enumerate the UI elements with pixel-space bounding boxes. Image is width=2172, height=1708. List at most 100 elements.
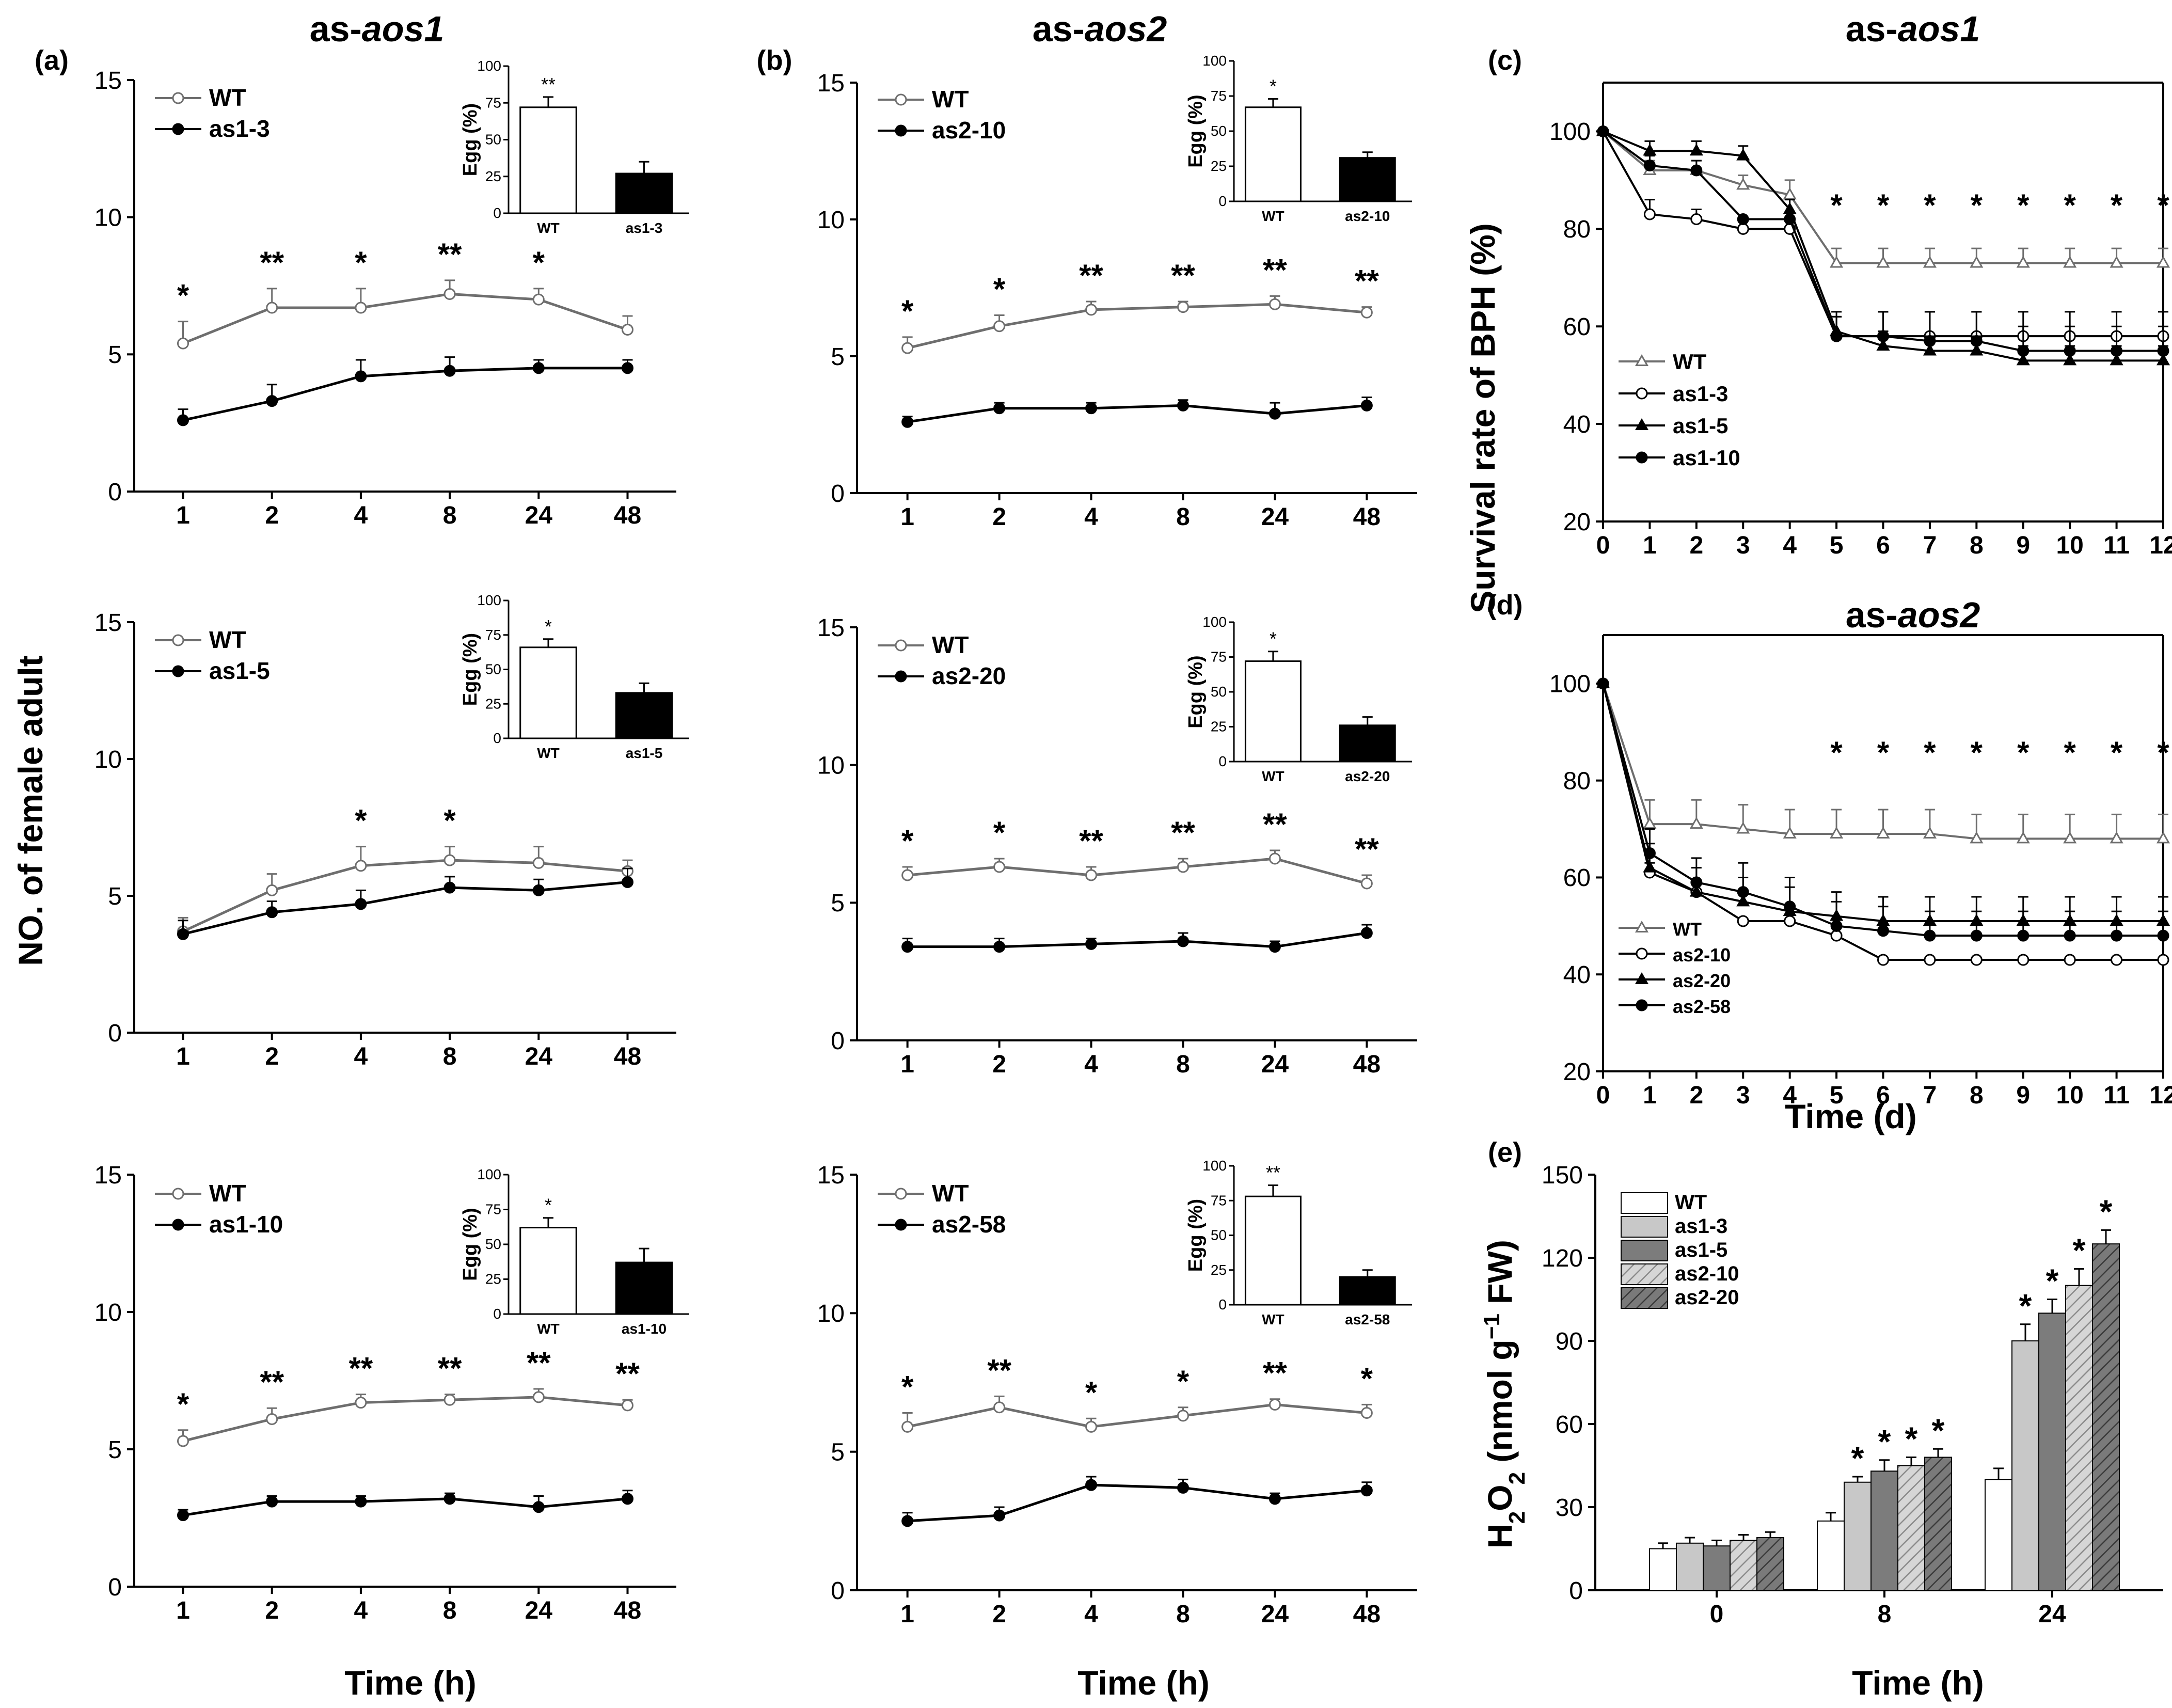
data-point-as2-10: [993, 402, 1006, 415]
x-tick-label: 48: [614, 1597, 641, 1624]
x-tick-label: 6: [1876, 1082, 1890, 1109]
legend-label: as2-58: [1673, 996, 1731, 1017]
legend-label: as2-20: [1675, 1286, 1739, 1309]
significance-star: *: [1971, 188, 1983, 223]
inset-star: *: [545, 1195, 552, 1216]
data-point-as1-10: [622, 1493, 633, 1505]
significance-star: **: [1263, 252, 1287, 287]
data-point-as2-58: [993, 1509, 1006, 1522]
x-tick-label: 10: [2056, 1082, 2083, 1109]
significance-star: *: [2157, 188, 2169, 223]
inset-bar-as2-20: [1339, 724, 1396, 763]
legend-swatch: [1621, 1263, 1668, 1285]
significance-star: *: [533, 245, 545, 280]
y-tick-label: 10: [817, 207, 845, 234]
data-point-as1-5: [1643, 144, 1657, 156]
data-point-WT: [355, 860, 367, 872]
y-axis-label-part: (nmol g: [1481, 1339, 1519, 1472]
significance-star: *: [1177, 1364, 1190, 1399]
x-tick-label: 24: [525, 1597, 553, 1624]
significance-star: *: [1924, 735, 1936, 770]
panel-label: (e): [1488, 1137, 1522, 1168]
significance-star: **: [615, 1356, 640, 1391]
x-tick-label: 8: [443, 502, 457, 529]
data-point-as1-10: [1924, 335, 1936, 347]
inset-y-tick-label: 0: [493, 730, 501, 746]
inset-y-tick-label: 100: [1202, 1158, 1227, 1174]
data-point-WT: [1360, 306, 1373, 319]
data-point-WT: [2110, 256, 2123, 268]
data-point-WT: [1830, 826, 1844, 839]
data-point-WT: [355, 1397, 367, 1409]
data-point-WT: [2016, 256, 2030, 268]
y-tick-label: 20: [1563, 509, 1591, 536]
inset-y-tick-label: 50: [485, 132, 501, 148]
title-as-aos1-left: as-aos1: [310, 9, 445, 49]
data-point-as2-20: [1085, 938, 1098, 950]
inset-bar-as2-58: [1339, 1276, 1396, 1306]
significance-star: *: [2064, 188, 2076, 223]
x-tick-label: 8: [1176, 1051, 1190, 1078]
x-tick-label: 8: [1970, 1082, 1984, 1109]
x-tick-label: 11: [2103, 1082, 2130, 1109]
panel-label: (a): [35, 45, 69, 76]
inset-star: **: [1266, 1162, 1280, 1183]
data-point-as2-20: [993, 941, 1006, 953]
data-point-as2-10: [1085, 402, 1098, 415]
legend-marker: [895, 1188, 907, 1200]
legend-marker: [1635, 972, 1649, 984]
bar-WT-0: [1649, 1548, 1677, 1591]
y-axis-label-h2o2: H2O2 (nmol g−1 FW): [1479, 1240, 1530, 1548]
data-point-as2-10: [1177, 399, 1189, 412]
panel-label: (b): [757, 45, 792, 76]
inset-y-tick-label: 25: [485, 1271, 501, 1287]
x-tick-label: 4: [354, 1043, 368, 1070]
inset-y-label: Egg (%): [459, 1208, 481, 1280]
data-point-as1-5: [532, 884, 545, 896]
data-point-as2-58: [1970, 929, 1983, 942]
x-tick-label: 6: [1876, 532, 1890, 559]
data-point-as2-10: [901, 416, 914, 428]
legend-label: as1-10: [1673, 446, 1740, 470]
legend-label: WT: [932, 1180, 969, 1207]
data-point-as1-3: [622, 362, 633, 374]
significance-star: **: [987, 1353, 1011, 1387]
y-tick-label: 10: [94, 746, 122, 773]
significance-star: *: [1877, 188, 1890, 223]
x-tick-label: 2: [992, 1601, 1006, 1628]
inset-x-label: WT: [537, 745, 560, 761]
data-point-WT: [443, 288, 456, 300]
data-point-as2-10: [1360, 399, 1373, 412]
data-point-as2-58: [1737, 886, 1749, 898]
significance-star: *: [1830, 735, 1843, 770]
data-point-as2-58: [2157, 929, 2169, 942]
y-tick-label: 5: [831, 890, 845, 917]
data-point-WT: [2063, 256, 2077, 268]
legend-marker: [1636, 947, 1648, 960]
legend-label: as2-10: [932, 117, 1006, 144]
series-line-WT: [907, 303, 1367, 350]
data-point-as1-10: [1597, 125, 1609, 137]
legend-swatch: [1621, 1240, 1668, 1261]
data-point-WT: [1783, 826, 1797, 839]
data-point-as2-20: [1269, 941, 1281, 953]
bar-as2-20-0: [1756, 1537, 1784, 1591]
data-point-as1-3: [1690, 213, 1703, 225]
data-point-as1-5: [622, 876, 633, 888]
inset-y-tick-label: 25: [1211, 719, 1227, 735]
legend-marker: [1635, 354, 1649, 366]
data-point-WT: [1876, 256, 1890, 268]
x-tick-label: 48: [1353, 503, 1381, 531]
data-point-WT: [1360, 877, 1373, 890]
x-tick-label: 1: [176, 502, 190, 529]
data-point-WT: [1177, 301, 1189, 313]
legend-swatch: [1621, 1192, 1668, 1214]
x-tick-label: 1: [1643, 532, 1657, 559]
series-line-as1-5: [182, 881, 628, 936]
y-tick-label: 10: [817, 752, 845, 779]
inset-y-tick-label: 75: [485, 627, 501, 643]
data-point-as1-10: [2017, 344, 2030, 357]
significance-star: **: [527, 1346, 551, 1380]
